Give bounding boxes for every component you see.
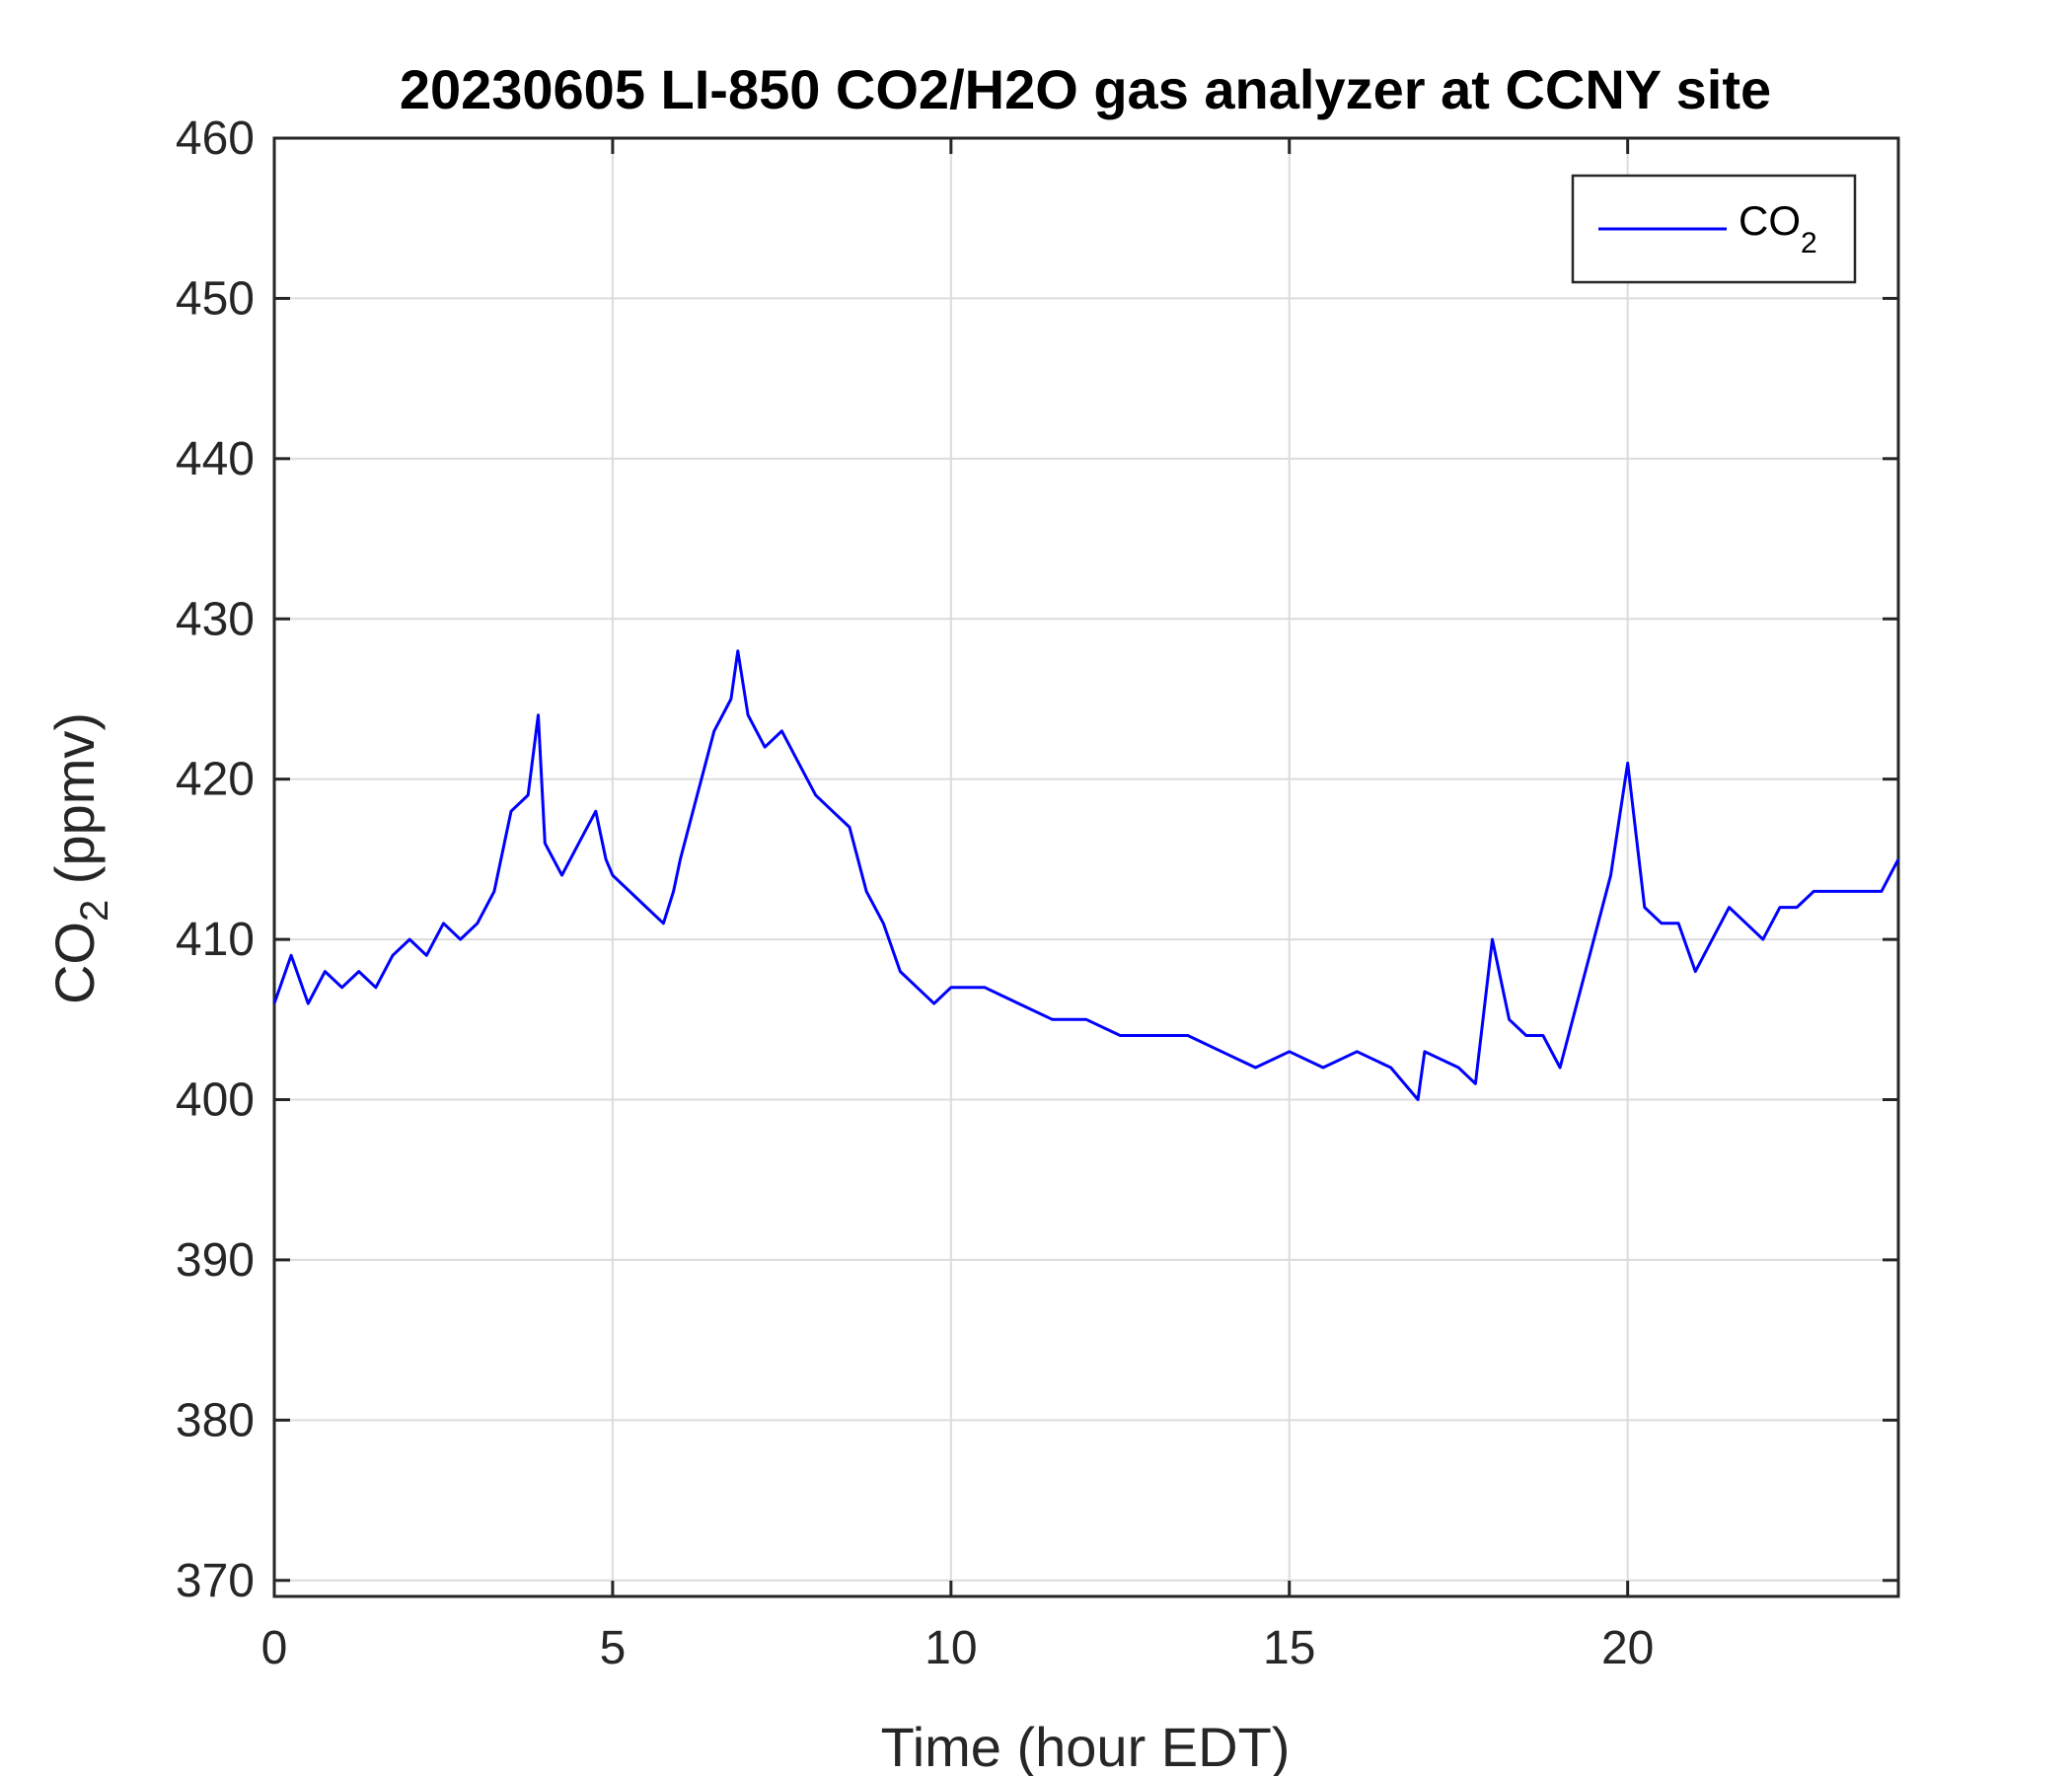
y-tick-label: 430 [176, 593, 255, 645]
y-axis-title: CO2 (ppmv) [43, 712, 116, 1004]
y-tick-label: 450 [176, 272, 255, 325]
y-tick-label: 370 [176, 1555, 255, 1607]
y-tick-label: 390 [176, 1234, 255, 1287]
y-axis-title-main: CO [43, 922, 106, 1004]
x-tick-label: 10 [925, 1622, 977, 1674]
legend-label-main: CO [1739, 197, 1801, 244]
x-axis-title: Time (hour EDT) [881, 1716, 1291, 1776]
series-line-co2 [272, 649, 1900, 1101]
x-tick-label: 20 [1601, 1622, 1654, 1674]
y-axis-title-sub: 2 [73, 900, 116, 922]
x-tick-labels: 0 5 10 15 20 [261, 1622, 1655, 1674]
chart-title: 20230605 LI-850 CO2/H2O gas analyzer at … [400, 58, 1771, 120]
x-tick-label: 5 [600, 1622, 627, 1674]
y-tick-labels: 370 380 390 400 410 420 430 440 450 460 [176, 112, 255, 1607]
ticks [272, 136, 1898, 1596]
y-tick-label: 400 [176, 1074, 255, 1127]
legend-label-sub: 2 [1801, 227, 1817, 259]
y-axis-title-rest: (ppmv) [43, 712, 106, 900]
y-tick-label: 440 [176, 433, 255, 485]
x-tick-label: 15 [1263, 1622, 1315, 1674]
plot-frame [272, 136, 1900, 1598]
grid [274, 137, 1898, 1596]
y-tick-label: 460 [176, 112, 255, 165]
x-tick-label: 0 [261, 1622, 288, 1674]
legend: CO2 [1571, 174, 1857, 284]
y-tick-label: 420 [176, 754, 255, 806]
y-tick-label: 380 [176, 1394, 255, 1446]
y-tick-label: 410 [176, 914, 255, 966]
legend-label-co2: CO2 [1739, 197, 1817, 259]
